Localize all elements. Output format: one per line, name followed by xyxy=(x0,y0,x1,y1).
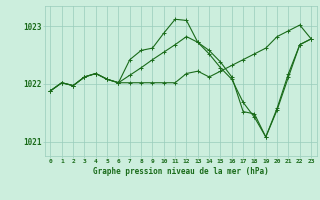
X-axis label: Graphe pression niveau de la mer (hPa): Graphe pression niveau de la mer (hPa) xyxy=(93,167,269,176)
